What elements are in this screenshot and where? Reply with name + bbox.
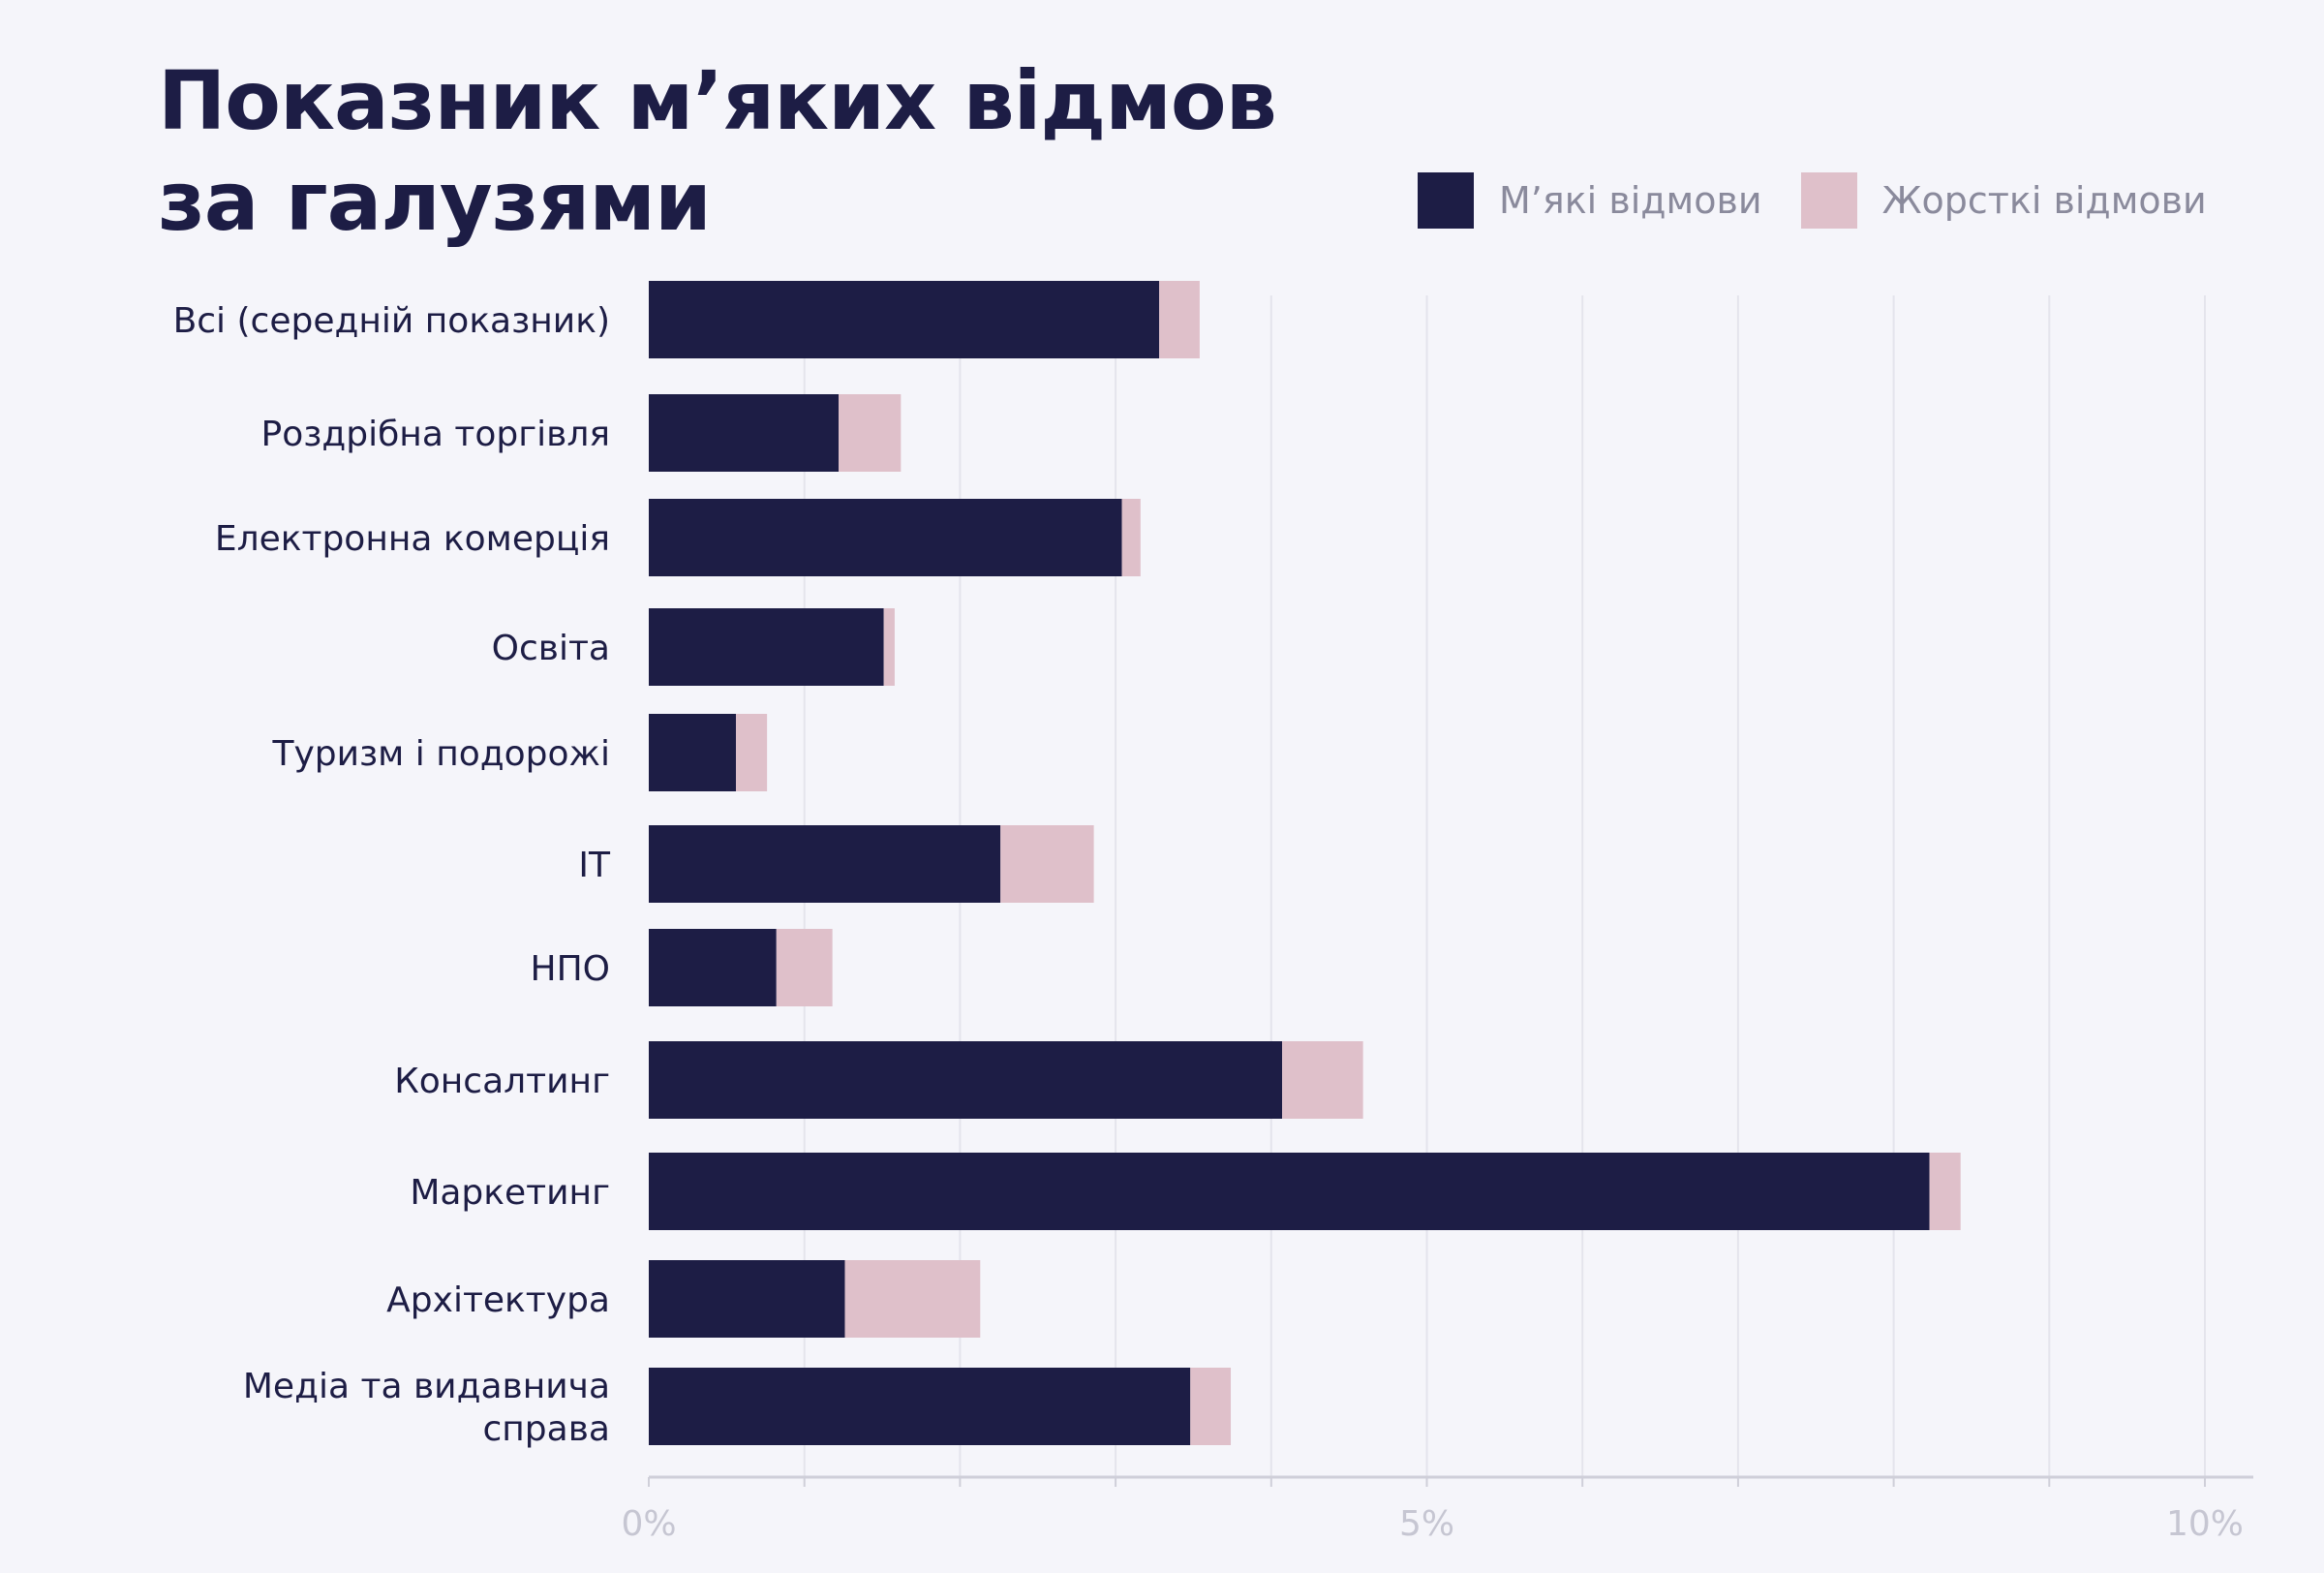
legend: М’які відмови Жорсткі відмови — [1418, 172, 2207, 229]
bar-hard-8 — [1929, 1153, 1961, 1230]
bar-soft-10 — [649, 1368, 1191, 1445]
legend-swatch-hard — [1800, 172, 1857, 229]
bar-soft-2 — [649, 499, 1122, 576]
bar-hard-9 — [844, 1260, 981, 1338]
category-label-6: НПО — [531, 949, 610, 989]
legend-item-hard: Жорсткі відмови — [1800, 172, 2207, 229]
x-tick-label-2: 10% — [2166, 1504, 2244, 1544]
bar-hard-6 — [776, 929, 833, 1006]
bar-soft-7 — [649, 1041, 1283, 1119]
bar-soft-1 — [649, 394, 840, 472]
category-label-8: Маркетинг — [410, 1173, 610, 1213]
bar-hard-1 — [839, 394, 902, 472]
chart-title: Показник м’яких відмов за галузями — [158, 50, 1277, 252]
legend-swatch-soft — [1418, 172, 1474, 229]
legend-item-soft: М’які відмови — [1418, 172, 1762, 229]
chart-title-line-1: Показник м’яких відмов — [158, 53, 1277, 148]
bar-hard-5 — [1000, 825, 1094, 903]
category-label-5: IT — [578, 846, 611, 885]
category-label-9: Архітектура — [386, 1280, 610, 1320]
bar-soft-9 — [649, 1260, 845, 1338]
bar-soft-4 — [649, 714, 736, 791]
x-tick-label-0: 0% — [621, 1504, 676, 1544]
category-label-7: Консалтинг — [394, 1062, 610, 1101]
category-label-1: Роздрібна торгівля — [260, 415, 610, 454]
category-label-3: Освіта — [492, 629, 610, 668]
bar-soft-8 — [649, 1153, 1930, 1230]
category-label-4: Туризм і подорожі — [271, 734, 610, 774]
bar-hard-3 — [883, 608, 895, 686]
bar-hard-10 — [1190, 1368, 1232, 1445]
bar-soft-3 — [649, 608, 884, 686]
legend-label-hard: Жорсткі відмови — [1881, 179, 2207, 222]
bar-hard-0 — [1159, 281, 1200, 358]
bar-soft-0 — [649, 281, 1160, 358]
category-label-10: Медіа та видавнича справа — [243, 1367, 610, 1449]
bar-soft-5 — [649, 825, 1001, 903]
chart-title-line-2: за галузями — [158, 154, 712, 249]
bar-soft-6 — [649, 929, 777, 1006]
bar-hard-2 — [1121, 499, 1141, 576]
category-label-0: Всі (середній показник) — [173, 301, 610, 341]
bar-hard-4 — [735, 714, 768, 791]
category-label-2: Електронна комерція — [215, 519, 610, 559]
bar-hard-7 — [1282, 1041, 1363, 1119]
legend-label-soft: М’які відмови — [1499, 179, 1762, 222]
x-tick-label-1: 5% — [1399, 1504, 1454, 1544]
